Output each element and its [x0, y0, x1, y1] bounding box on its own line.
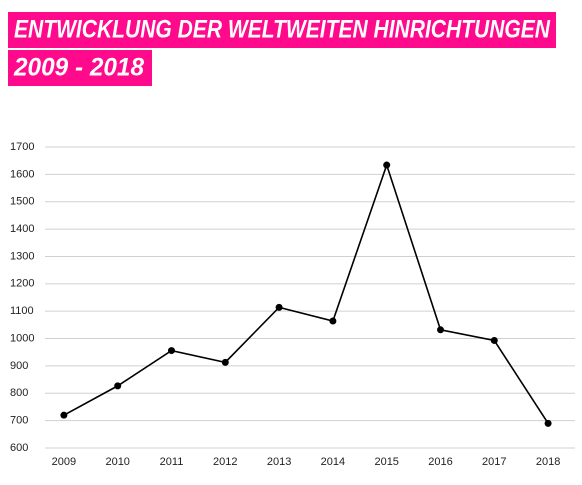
point [437, 326, 444, 334]
x-tick-label: 2013 [267, 456, 291, 468]
y-tick-label: 1100 [10, 305, 34, 317]
x-tick-label: 2015 [374, 456, 398, 468]
title-box [8, 12, 556, 48]
chart-subtitle: 2009 - 2018 [13, 54, 144, 82]
x-tick-label: 2010 [105, 456, 129, 468]
chart-title: ENTWICKLUNG DER WELTWEITEN HINRICHTUNGEN [14, 16, 551, 44]
point [275, 303, 283, 311]
x-tick-label: 2014 [321, 456, 345, 468]
x-tick-label: 2012 [213, 456, 237, 468]
y-tick-label: 1000 [10, 332, 34, 344]
x-tick-label: 2009 [52, 456, 76, 468]
y-tick-label: 1500 [10, 196, 34, 208]
y-tick-label: 600 [10, 442, 28, 454]
x-tick-label: 2016 [428, 456, 452, 468]
point [383, 161, 391, 169]
y-tick-label: 900 [10, 360, 28, 372]
y-tick-label: 1700 [10, 141, 34, 153]
subtitle-box [8, 50, 152, 86]
y-tick-label: 1200 [10, 278, 34, 290]
x-tick-label: 2018 [536, 456, 560, 468]
point [544, 419, 552, 427]
point [60, 411, 68, 419]
point [114, 382, 122, 390]
y-tick-label: 1300 [10, 250, 34, 262]
point [329, 317, 337, 325]
y-tick-label: 1400 [10, 223, 34, 235]
line [63, 162, 549, 424]
y-tick-label: 800 [10, 387, 28, 399]
point [168, 347, 175, 355]
x-tick-label: 2017 [482, 456, 506, 468]
y-tick-label: 700 [10, 415, 28, 427]
x-tick-label: 2011 [160, 456, 184, 468]
point [221, 358, 229, 366]
y-tick-label: 1600 [10, 168, 34, 180]
point [490, 336, 498, 344]
